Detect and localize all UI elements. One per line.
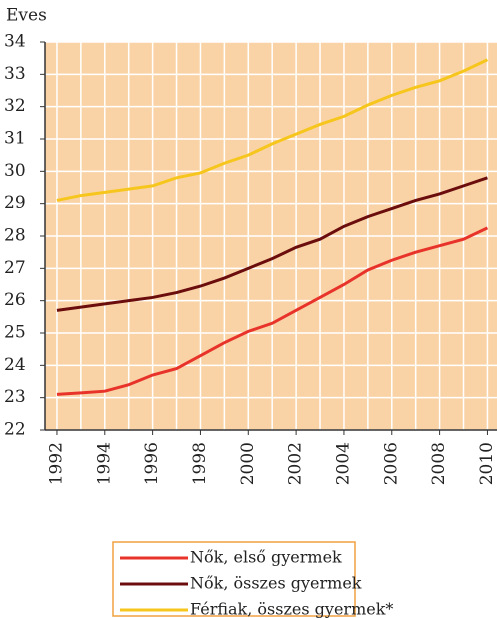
y-tick-label: 34 xyxy=(4,32,26,52)
y-tick-label: 32 xyxy=(4,96,26,116)
legend-label: Nők, összes gyermek xyxy=(190,574,362,593)
y-tick-label: 29 xyxy=(4,193,26,213)
series-line xyxy=(56,176,488,312)
x-tick-label: 2006 xyxy=(381,442,401,485)
y-tick-label: 31 xyxy=(4,129,26,149)
legend-label: Nők, első gyermek xyxy=(190,548,342,567)
y-tick-label: 22 xyxy=(4,420,26,440)
y-tick-label: 24 xyxy=(4,355,26,375)
y-tick-label: 28 xyxy=(4,226,26,246)
y-tick-label: 26 xyxy=(4,290,26,310)
legend-label: Férfiak, összes gyermek* xyxy=(190,600,393,618)
y-axis-label: Eves xyxy=(6,6,47,26)
x-tick-label: 2002 xyxy=(286,442,306,485)
series-line xyxy=(56,58,489,202)
x-tick-label: 1998 xyxy=(190,442,210,485)
y-tick-label: 33 xyxy=(4,64,26,84)
x-tick-label: 2004 xyxy=(333,442,353,485)
y-tick-label: 27 xyxy=(4,258,26,278)
y-tick-label: 23 xyxy=(4,387,26,407)
x-tick-label: 2010 xyxy=(477,442,497,485)
x-tick-label: 1992 xyxy=(46,442,66,485)
series-line xyxy=(56,226,489,396)
y-tick-label: 30 xyxy=(4,161,26,181)
x-tick-label: 2000 xyxy=(238,442,258,485)
x-tick-label: 1996 xyxy=(142,442,162,485)
legend-box xyxy=(112,541,356,617)
x-tick-label: 1994 xyxy=(94,442,114,485)
x-tick-label: 2008 xyxy=(429,442,449,485)
y-tick-label: 25 xyxy=(4,323,26,343)
